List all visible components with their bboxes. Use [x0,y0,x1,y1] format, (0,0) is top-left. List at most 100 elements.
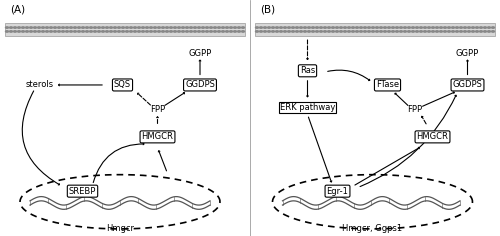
Circle shape [420,31,422,32]
Circle shape [324,31,326,32]
Circle shape [436,27,438,28]
Circle shape [86,31,88,32]
Circle shape [364,31,366,32]
Circle shape [444,31,446,32]
Circle shape [226,31,228,32]
Circle shape [42,31,44,32]
Circle shape [122,27,124,28]
Circle shape [312,31,314,32]
Circle shape [444,27,446,28]
Text: GGPP: GGPP [188,49,212,58]
Text: SQS: SQS [114,80,131,89]
Circle shape [324,27,326,28]
Circle shape [194,27,196,28]
Text: Hmgcr: Hmgcr [106,224,134,233]
Circle shape [280,31,282,32]
Circle shape [292,31,294,32]
Circle shape [198,31,200,32]
Circle shape [344,27,346,28]
Circle shape [376,31,378,32]
Circle shape [288,27,290,28]
Circle shape [194,31,196,32]
Circle shape [134,27,136,28]
Circle shape [316,27,318,28]
Circle shape [106,31,108,32]
Circle shape [356,31,358,32]
Circle shape [340,27,342,28]
Circle shape [210,27,212,28]
Circle shape [198,27,200,28]
Circle shape [368,27,370,28]
Circle shape [344,31,346,32]
Circle shape [82,31,84,32]
Circle shape [82,27,84,28]
Circle shape [280,27,282,28]
Circle shape [38,27,40,28]
Circle shape [260,27,262,28]
Circle shape [230,31,232,32]
Circle shape [412,27,414,28]
Circle shape [26,27,29,28]
Circle shape [488,31,490,32]
Circle shape [428,27,430,28]
Circle shape [118,27,120,28]
Circle shape [34,31,36,32]
Circle shape [162,31,164,32]
Circle shape [170,27,172,28]
Circle shape [234,27,236,28]
Circle shape [66,27,68,28]
Circle shape [484,31,486,32]
Circle shape [304,27,306,28]
Circle shape [404,31,406,32]
Circle shape [230,27,232,28]
Circle shape [276,31,278,32]
Circle shape [118,31,120,32]
Circle shape [408,27,410,28]
Circle shape [308,31,310,32]
Circle shape [6,27,8,28]
Circle shape [368,31,370,32]
Circle shape [30,27,32,28]
Circle shape [222,27,224,28]
Circle shape [348,27,350,28]
Circle shape [276,27,278,28]
Circle shape [272,27,274,28]
Circle shape [94,31,96,32]
Circle shape [456,27,458,28]
Circle shape [436,31,438,32]
Circle shape [130,27,132,28]
Circle shape [218,27,220,28]
Circle shape [158,27,160,28]
Circle shape [90,31,92,32]
Circle shape [6,31,8,32]
Circle shape [332,27,334,28]
Circle shape [150,27,152,28]
Circle shape [242,31,244,32]
Circle shape [178,31,180,32]
Circle shape [392,27,394,28]
Circle shape [256,31,258,32]
Circle shape [206,31,208,32]
Circle shape [38,31,40,32]
Circle shape [332,31,334,32]
Circle shape [384,31,386,32]
Circle shape [142,27,144,28]
Circle shape [480,31,482,32]
Circle shape [174,31,176,32]
Circle shape [424,31,426,32]
Circle shape [296,27,298,28]
Circle shape [360,27,362,28]
Circle shape [178,27,180,28]
Circle shape [448,31,450,32]
Circle shape [166,27,168,28]
Text: Hmgcr, Ggps1: Hmgcr, Ggps1 [342,224,402,233]
Circle shape [202,27,204,28]
Circle shape [468,27,470,28]
Circle shape [452,27,454,28]
Circle shape [452,31,454,32]
Circle shape [464,27,466,28]
Circle shape [420,27,422,28]
Circle shape [186,31,188,32]
Circle shape [340,31,342,32]
Circle shape [22,27,25,28]
